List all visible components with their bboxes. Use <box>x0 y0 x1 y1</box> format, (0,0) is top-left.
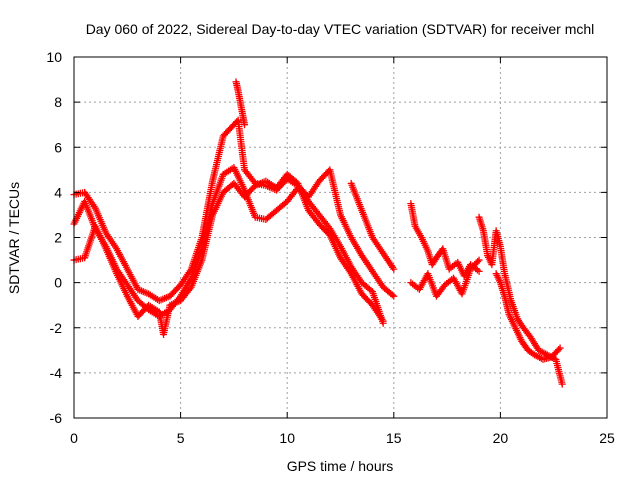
chart-title: Day 060 of 2022, Sidereal Day-to-day VTE… <box>86 21 595 37</box>
data-point <box>388 291 396 299</box>
data-point <box>556 344 564 352</box>
x-axis-label: GPS time / hours <box>287 458 394 474</box>
y-tick-label-2: -2 <box>50 320 63 336</box>
y-tick-label-3: 0 <box>54 275 62 291</box>
x-tick-label-5: 25 <box>599 430 615 446</box>
grid <box>74 57 607 418</box>
y-axis-label: SDTVAR / TECUs <box>6 182 22 294</box>
series-track-i <box>492 270 564 363</box>
series-track-e <box>347 179 398 273</box>
x-axis: 0 5 10 15 20 25 <box>70 57 615 446</box>
x-tick-label-1: 5 <box>177 430 185 446</box>
data-point <box>558 380 566 388</box>
series-track-d <box>232 78 249 129</box>
data-point <box>555 346 563 354</box>
y-tick-label-0: -6 <box>50 410 63 426</box>
data-point <box>241 121 249 129</box>
data-point <box>379 317 387 325</box>
series-track-f <box>407 200 483 280</box>
data-point <box>390 292 398 300</box>
x-tick-label-4: 20 <box>493 430 509 446</box>
series-track-g <box>407 256 483 300</box>
series-track-h <box>475 213 566 388</box>
y-tick-label-1: -4 <box>50 365 63 381</box>
y-tick-label-5: 4 <box>54 184 62 200</box>
y-tick-label-8: 10 <box>46 49 62 65</box>
y-tick-label-4: 2 <box>54 230 62 246</box>
data-point <box>475 267 483 275</box>
data-points <box>70 78 566 388</box>
data-point <box>475 256 483 264</box>
y-tick-label-7: 8 <box>54 94 62 110</box>
y-tick-label-6: 6 <box>54 139 62 155</box>
x-tick-label-0: 0 <box>70 430 78 446</box>
data-point <box>474 258 482 266</box>
x-tick-label-3: 15 <box>386 430 402 446</box>
y-axis: -6 -4 -2 0 2 4 6 8 10 <box>46 49 607 426</box>
series-track-c <box>70 170 387 339</box>
x-tick-label-2: 10 <box>279 430 295 446</box>
data-point <box>390 265 398 273</box>
